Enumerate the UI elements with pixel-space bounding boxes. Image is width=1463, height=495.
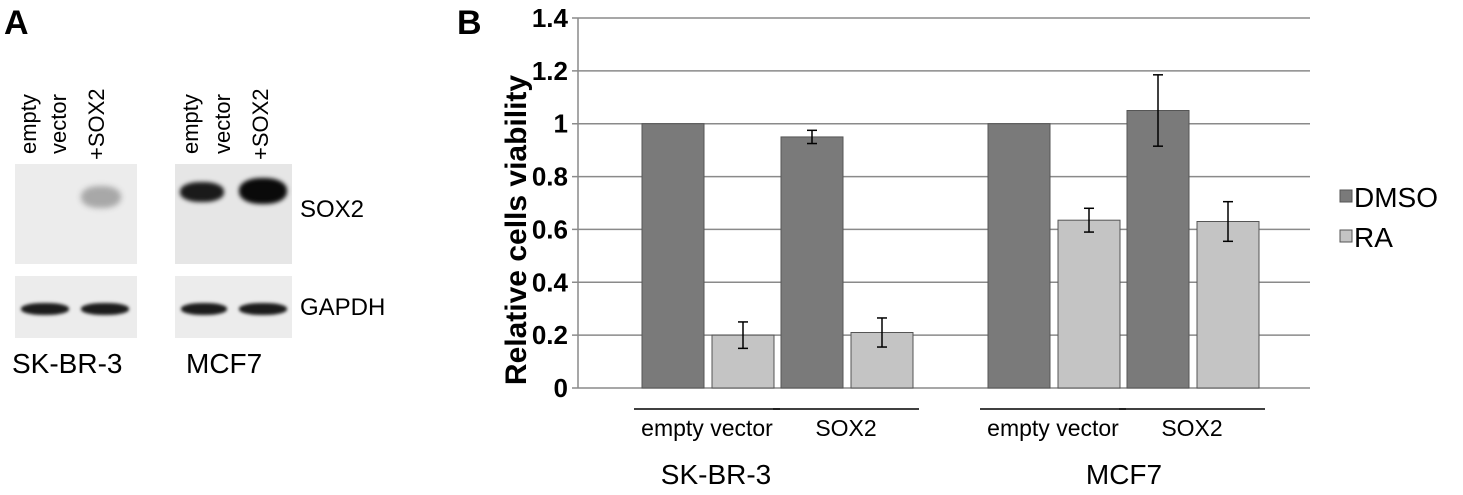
y-axis-label: Relative cells viability	[500, 75, 533, 385]
y-tick-label: 0.2	[532, 320, 568, 350]
bar-dmso-0	[641, 123, 705, 389]
band-sox2-mcf7-empty	[180, 182, 224, 202]
y-tick-label: 1.2	[532, 56, 568, 86]
legend-label-ra: RA	[1354, 222, 1393, 253]
band-gapdh-mcf7-empty	[181, 303, 227, 315]
legend-swatch-dmso	[1339, 189, 1353, 203]
band-gapdh-skbr3-empty	[21, 303, 69, 315]
bar-ra-0	[711, 334, 775, 389]
cell-label-mcf7: MCF7	[186, 348, 263, 379]
legend-label-dmso: DMSO	[1354, 182, 1438, 213]
bar-dmso-3	[1126, 110, 1190, 389]
x-cell-line-label: MCF7	[1086, 459, 1162, 490]
band-sox2-mcf7-sox2	[239, 178, 287, 204]
panel-a-letter: A	[4, 4, 29, 42]
band-gapdh-skbr3-sox2	[81, 303, 129, 315]
bar-ra-3	[1196, 221, 1260, 389]
band-sox2-skbr3-sox2	[81, 186, 121, 208]
x-cell-line-label: SK-BR-3	[661, 459, 771, 490]
protein-label-sox2: SOX2	[300, 196, 365, 223]
x-category-label: empty vector	[641, 415, 773, 441]
legend-swatch-ra	[1339, 229, 1353, 243]
cell-label-skbr3: SK-BR-3	[12, 348, 123, 379]
x-category-label: empty vector	[987, 415, 1119, 441]
bar-ra-2	[1057, 219, 1121, 389]
protein-label-gapdh: GAPDH	[300, 294, 386, 321]
blot-gapdh-skbr3	[15, 276, 137, 338]
y-tick-label: 0.8	[532, 162, 568, 192]
x-category-label: SOX2	[815, 415, 876, 441]
y-tick-label: 1.4	[532, 3, 569, 33]
x-category-label: SOX2	[1161, 415, 1222, 441]
blot-sox2-skbr3	[15, 164, 137, 264]
y-tick-label: 0.6	[532, 214, 568, 244]
y-tick-label: 0	[554, 373, 568, 403]
blot-gapdh-mcf7	[175, 276, 292, 338]
y-tick-label: 0.4	[532, 267, 569, 297]
bar-dmso-2	[987, 123, 1051, 389]
band-gapdh-mcf7-sox2	[239, 303, 287, 315]
panel-b-letter: B	[457, 4, 482, 42]
bar-dmso-1	[780, 136, 844, 389]
blot-sox2-mcf7	[175, 164, 292, 264]
y-tick-label: 1	[554, 109, 568, 139]
